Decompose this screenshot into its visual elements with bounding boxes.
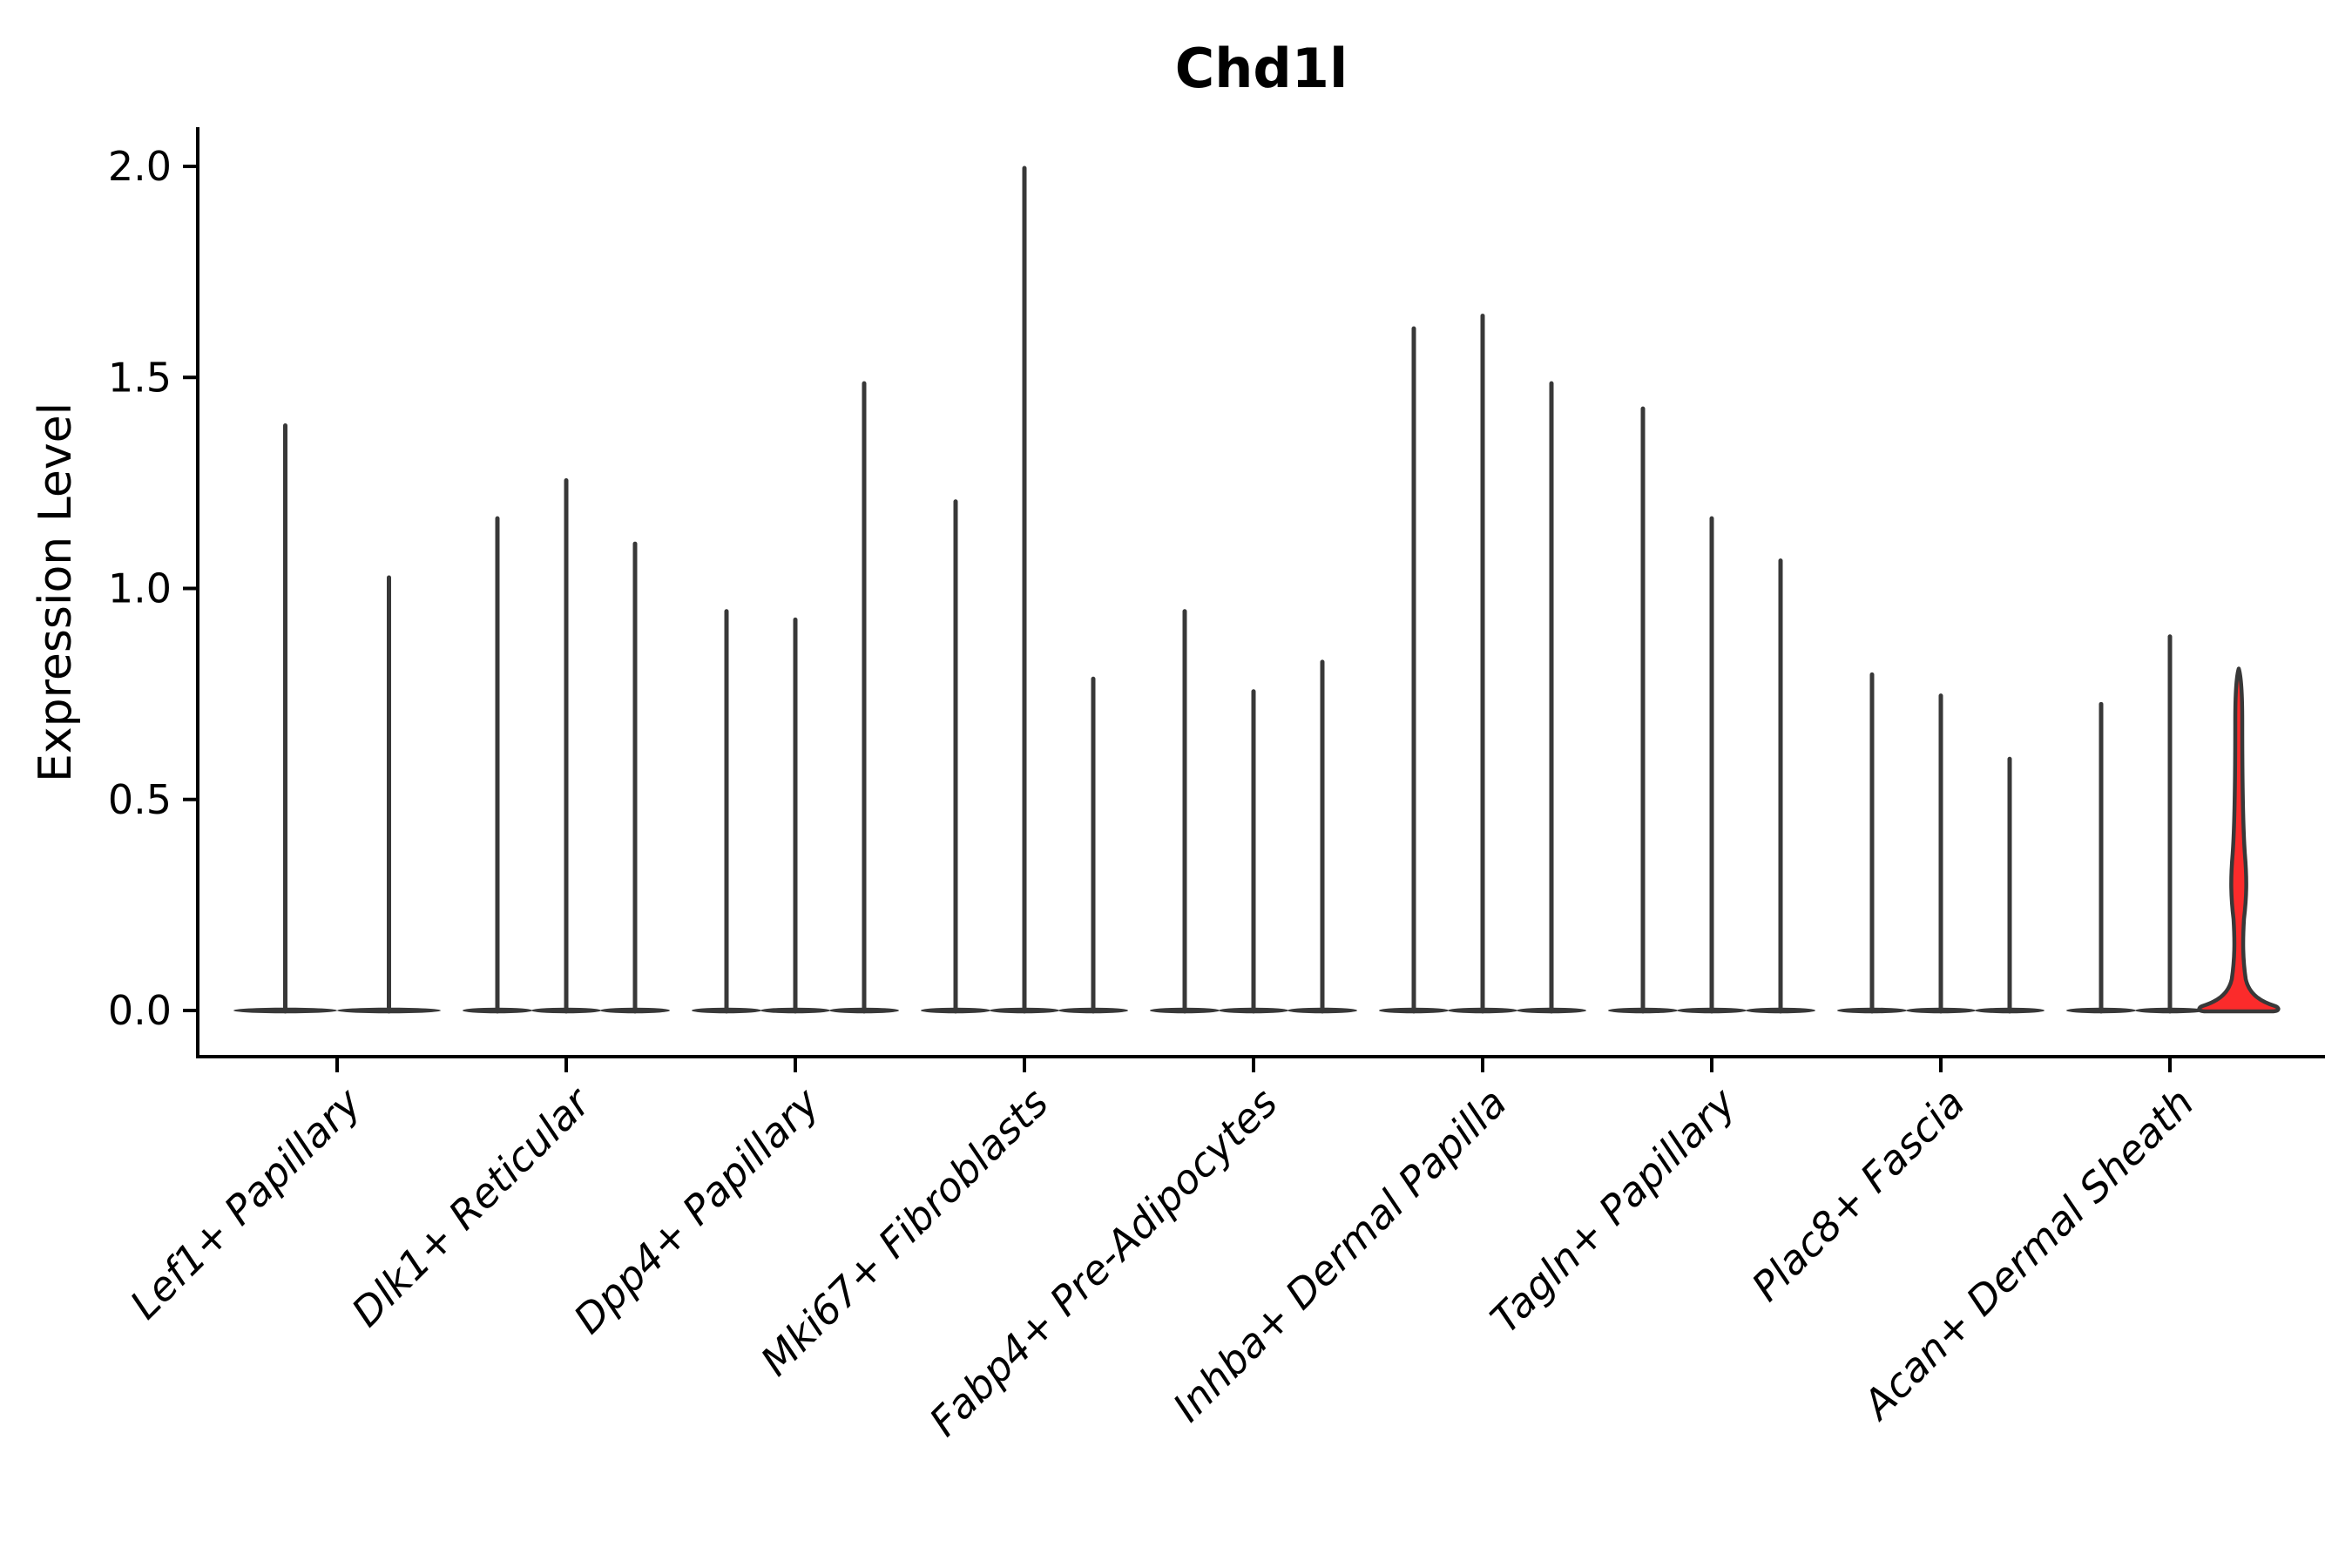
violin [1906, 693, 1976, 1014]
violin [1379, 326, 1449, 1014]
violin [233, 423, 337, 1014]
violin [829, 381, 899, 1014]
x-tick-label: Lef1+ Papillary [121, 1078, 370, 1328]
violin [1288, 659, 1357, 1014]
violin [760, 617, 830, 1014]
chart-title: Chd1l [1174, 37, 1348, 100]
x-tick-label: Dpp4+ Papillary [564, 1078, 828, 1342]
violin [1517, 381, 1586, 1014]
violin [1058, 676, 1128, 1014]
y-tick-label: 0.5 [108, 776, 172, 823]
violin-highlighted [2197, 666, 2281, 1014]
x-tick-label: Dlk1+ Reticular [342, 1077, 601, 1335]
violin [1219, 689, 1288, 1014]
violin [531, 478, 601, 1014]
violin [1608, 406, 1678, 1014]
y-tick-label: 0.0 [108, 987, 172, 1034]
violin [1975, 756, 2044, 1014]
violin [921, 499, 990, 1014]
violin [1448, 314, 1517, 1014]
y-tick-label: 1.0 [108, 565, 172, 612]
violin [2066, 701, 2136, 1014]
violin [337, 575, 441, 1014]
violin [1746, 558, 1815, 1014]
violin [990, 166, 1059, 1014]
y-tick-label: 2.0 [108, 143, 172, 190]
violin [463, 516, 532, 1014]
violin [1150, 609, 1220, 1014]
violin [692, 609, 761, 1014]
violin [2135, 634, 2205, 1014]
x-tick-label: Plac8+ Fascia [1742, 1079, 1973, 1310]
violin [1677, 516, 1747, 1014]
x-tick-label: Tagln+ Papillary [1481, 1078, 1745, 1342]
y-tick-label: 1.5 [108, 354, 172, 401]
violin [1837, 672, 1907, 1014]
violin [600, 541, 670, 1014]
